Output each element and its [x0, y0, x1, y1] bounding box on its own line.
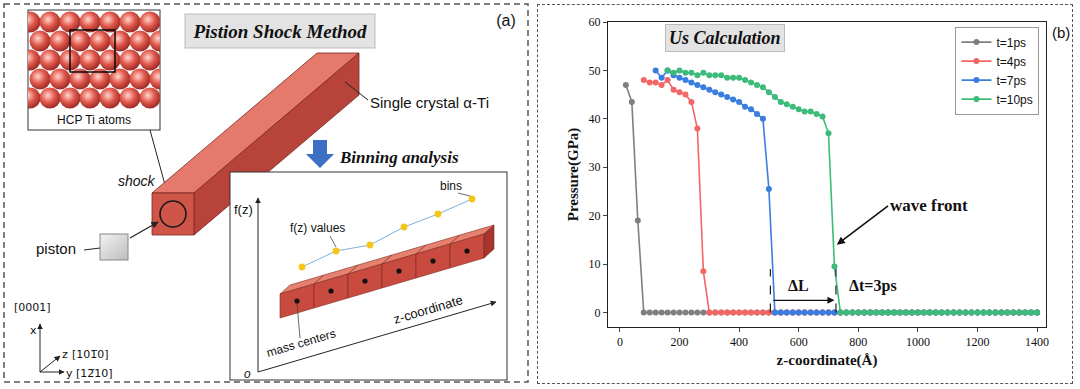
svg-text:wave front: wave front: [890, 196, 968, 215]
svg-text:(a): (a): [496, 12, 516, 29]
svg-text:f(z): f(z): [234, 202, 253, 217]
svg-text:ΔL: ΔL: [788, 277, 809, 294]
svg-text:0: 0: [617, 335, 623, 349]
svg-text:800: 800: [849, 335, 867, 349]
svg-text:[101̅0]: [101̅0]: [72, 348, 109, 361]
svg-text:200: 200: [671, 335, 689, 349]
svg-text:[12̅10]: [12̅10]: [76, 367, 113, 380]
svg-text:Single crystal α-Ti: Single crystal α-Ti: [370, 94, 489, 111]
svg-text:z: z: [62, 348, 68, 361]
svg-text:o: o: [244, 367, 251, 381]
svg-text:0: 0: [595, 306, 601, 320]
svg-text:z-coordinate: z-coordinate: [392, 292, 465, 327]
svg-text:t=7ps: t=7ps: [996, 74, 1026, 88]
svg-text:1200: 1200: [965, 335, 989, 349]
svg-text:20: 20: [589, 209, 601, 223]
svg-text:Pressure(GPa): Pressure(GPa): [565, 128, 582, 222]
svg-text:60: 60: [589, 15, 601, 29]
svg-text:t=10ps: t=10ps: [996, 93, 1032, 107]
svg-text:z-coordinate(Å): z-coordinate(Å): [777, 352, 878, 369]
svg-text:1000: 1000: [906, 335, 930, 349]
svg-text:bins: bins: [440, 179, 462, 193]
svg-text:400: 400: [730, 335, 748, 349]
svg-text:piston: piston: [36, 240, 76, 257]
svg-text:Binning analysis: Binning analysis: [339, 148, 459, 167]
svg-text:shock: shock: [118, 173, 156, 189]
svg-text:t=1ps: t=1ps: [996, 36, 1026, 50]
svg-text:40: 40: [589, 112, 601, 126]
svg-text:f(z) values: f(z) values: [290, 221, 345, 235]
svg-text:30: 30: [589, 160, 601, 174]
svg-text:Us Calculation: Us Calculation: [669, 28, 781, 48]
svg-text:mass centers: mass centers: [265, 326, 337, 360]
svg-text:600: 600: [790, 335, 808, 349]
svg-text:(b): (b): [1052, 24, 1070, 41]
svg-text:50: 50: [589, 64, 601, 78]
svg-text:x: x: [30, 324, 37, 337]
svg-text:Δt=3ps: Δt=3ps: [849, 277, 897, 295]
svg-text:[0001]: [0001]: [14, 301, 51, 314]
svg-text:10: 10: [589, 257, 601, 271]
svg-text:t=4ps: t=4ps: [996, 55, 1026, 69]
svg-text:Pistion Shock Method: Pistion Shock Method: [192, 21, 367, 42]
svg-text:HCP Ti atoms: HCP Ti atoms: [57, 113, 131, 127]
svg-text:y: y: [66, 367, 73, 380]
svg-text:1400: 1400: [1025, 335, 1049, 349]
